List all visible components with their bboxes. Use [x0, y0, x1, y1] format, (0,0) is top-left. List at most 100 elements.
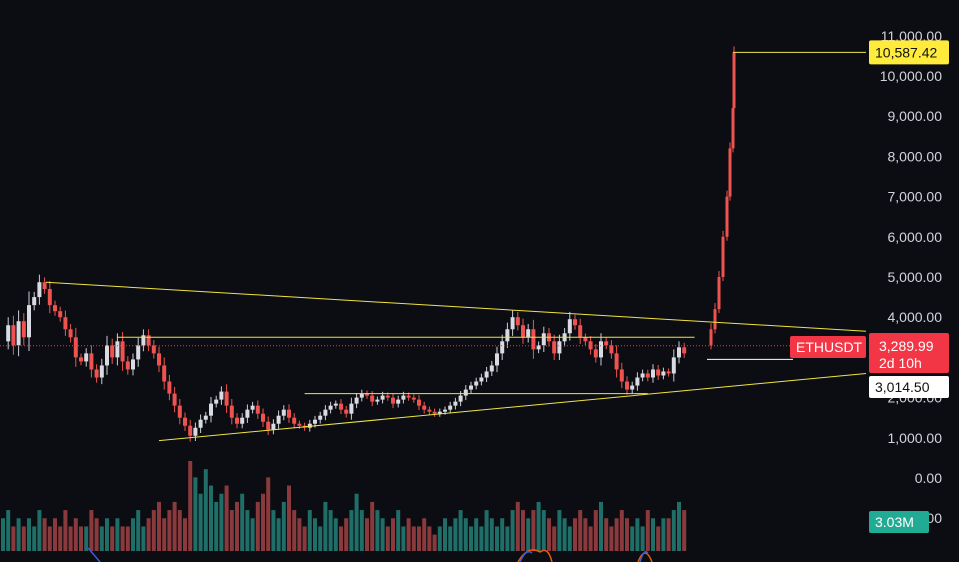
- candle-body: [84, 353, 89, 362]
- level-price-badge: [869, 376, 949, 398]
- volume-bar: [110, 526, 115, 551]
- candle-body: [281, 409, 286, 416]
- candle-body: [146, 335, 151, 346]
- candle-body: [333, 403, 338, 406]
- volume-bar: [500, 518, 505, 551]
- candle-body: [58, 311, 63, 318]
- volume-bar: [354, 493, 359, 551]
- candle-body: [671, 357, 676, 374]
- candle-body: [567, 319, 572, 334]
- volume-bar: [645, 510, 650, 551]
- lower-support-trendline[interactable]: [158, 372, 867, 442]
- candle-body: [266, 421, 271, 430]
- volume-bar: [651, 518, 655, 551]
- volume-badge-text: 3.03M: [875, 514, 914, 530]
- candle-body: [588, 341, 593, 350]
- candle-body: [469, 385, 473, 390]
- candle-body: [162, 365, 167, 382]
- volume-bar: [151, 510, 156, 551]
- candle-body: [198, 419, 203, 428]
- volume-bar: [604, 518, 609, 551]
- symbol-badge-text: ETHUSDT: [796, 339, 863, 355]
- volume-bar: [666, 518, 671, 551]
- volume-bar: [21, 526, 26, 551]
- volume-bar: [474, 518, 479, 551]
- volume-bar: [53, 518, 57, 551]
- volume-bar: [630, 526, 635, 551]
- volume-bar: [599, 501, 603, 551]
- volume-bar: [396, 510, 401, 551]
- level-price-badge-text: 3,014.50: [875, 379, 930, 395]
- oscillator-curves: [87, 547, 653, 562]
- volume-bar: [271, 510, 276, 551]
- volume-bar: [157, 501, 161, 551]
- candle-body: [11, 325, 16, 346]
- volume-bar: [203, 469, 208, 551]
- volume-bar: [94, 518, 99, 551]
- candle-body: [495, 353, 499, 366]
- candle-body: [557, 341, 562, 354]
- candle-body: [53, 305, 57, 312]
- volume-bar: [578, 510, 583, 551]
- candle-body: [157, 353, 161, 366]
- volume-bar: [167, 510, 172, 551]
- candle-body: [651, 369, 655, 378]
- volume-bar: [328, 510, 333, 551]
- candle-body: [37, 282, 42, 298]
- volume-bar: [661, 518, 666, 551]
- candle-body: [193, 427, 198, 436]
- volume-bar: [391, 518, 395, 551]
- candle-body: [287, 409, 291, 418]
- candle-body: [385, 395, 390, 398]
- volume-bar: [214, 501, 219, 551]
- volume-bar: [287, 485, 291, 551]
- symbol-badge[interactable]: [790, 336, 866, 358]
- candle-body: [271, 423, 276, 430]
- candle-body: [115, 341, 120, 358]
- candle-body: [552, 341, 557, 354]
- volume-bar: [562, 518, 567, 551]
- volume-bar: [105, 518, 109, 551]
- oscillator-curve: [637, 552, 653, 562]
- volume-badge: [869, 511, 929, 533]
- candle-body: [573, 319, 577, 326]
- candle-body: [536, 345, 541, 350]
- volume-bar: [359, 510, 364, 551]
- candle-body: [151, 345, 156, 354]
- current-price-badge: [869, 333, 949, 373]
- volume-bar: [32, 526, 37, 551]
- candle-body: [630, 385, 635, 390]
- volume-bar: [209, 485, 213, 551]
- price-tick-label: 1,000.00: [888, 430, 943, 446]
- oscillator-curve: [87, 547, 101, 562]
- candle-body: [16, 321, 21, 346]
- candle-body: [635, 377, 640, 386]
- volume-bar: [453, 518, 458, 551]
- candle-body: [578, 325, 583, 338]
- upper-resistance-trendline[interactable]: [45, 281, 867, 332]
- candle-body: [68, 329, 73, 338]
- candle-body: [380, 395, 385, 400]
- candle-body: [89, 353, 94, 370]
- candle-body: [682, 347, 687, 354]
- candle-body: [344, 409, 349, 414]
- volume-bar: [261, 493, 265, 551]
- volume-bar: [531, 510, 536, 551]
- volume-bar: [193, 477, 198, 551]
- volume-bar: [458, 510, 463, 551]
- volume-bar: [536, 501, 541, 551]
- candle-body: [406, 395, 411, 398]
- candle-body: [255, 405, 260, 414]
- volume-bar: [136, 510, 141, 551]
- volume-bar: [380, 518, 385, 551]
- candle-body: [443, 409, 447, 412]
- candle-body: [396, 399, 401, 404]
- volume-bar: [521, 510, 525, 551]
- candle-body: [245, 409, 250, 418]
- candle-body: [6, 325, 11, 342]
- volume-bar: [276, 518, 281, 551]
- trendlines: [0, 51, 867, 442]
- candle-body: [229, 405, 234, 418]
